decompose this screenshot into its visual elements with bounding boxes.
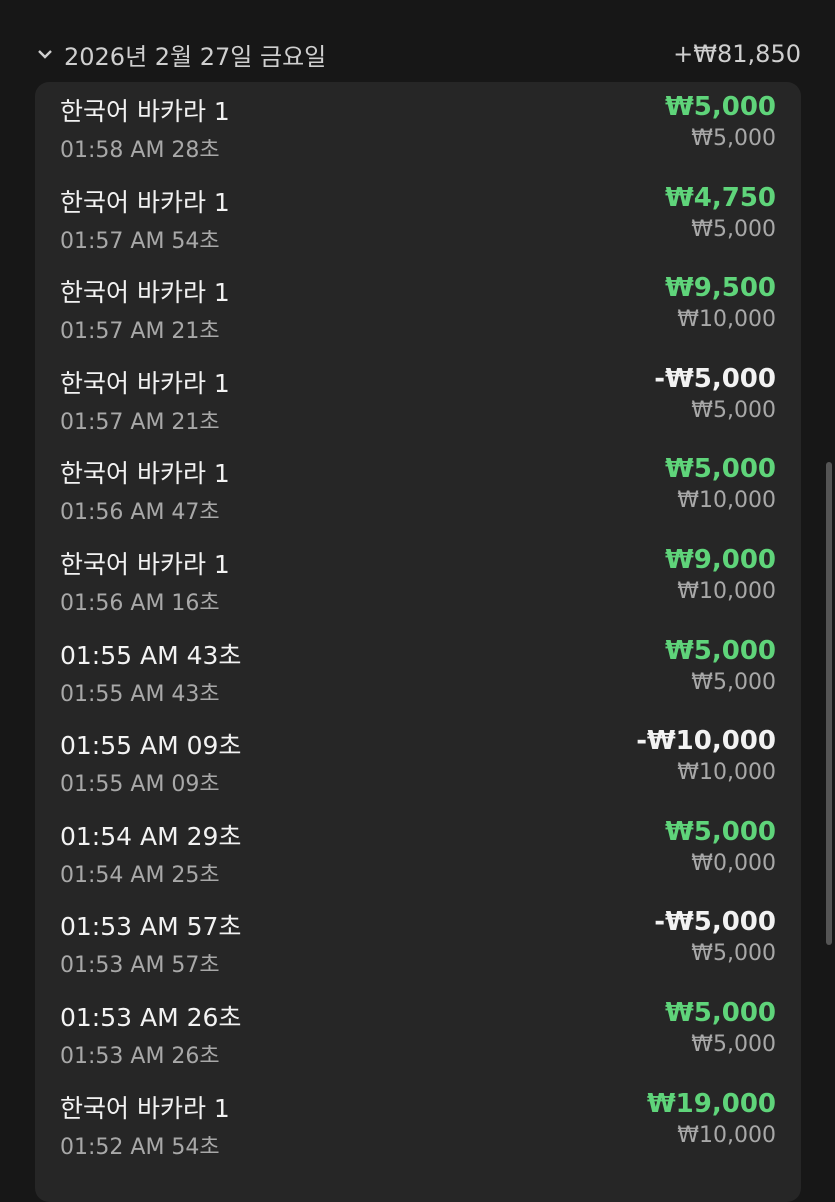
bet-amount: ₩10,000 — [677, 1122, 776, 1148]
result-amount: ₩5,000 — [665, 997, 776, 1028]
timestamp: 01:52 AM 54초 — [60, 1134, 220, 1160]
group-total: +₩81,850 — [673, 40, 801, 68]
transaction-row[interactable]: 한국어 바카라 1 01:57 AM 54초 ₩4,750 ₩5,000 — [35, 173, 801, 264]
bet-amount: ₩5,000 — [691, 1031, 776, 1057]
bet-amount: ₩5,000 — [691, 397, 776, 423]
chevron-down-icon[interactable] — [36, 45, 54, 63]
transaction-row[interactable]: 01:53 AM 26초 01:53 AM 26초 ₩5,000 ₩5,000 — [35, 988, 801, 1079]
timestamp: 01:57 AM 21초 — [60, 409, 220, 435]
bet-amount: ₩5,000 — [691, 669, 776, 695]
timestamp: 01:56 AM 16초 — [60, 590, 220, 616]
transaction-row[interactable]: 01:55 AM 43초 01:55 AM 43초 ₩5,000 ₩5,000 — [35, 626, 801, 717]
result-amount: ₩19,000 — [646, 1088, 776, 1119]
bet-amount: ₩0,000 — [691, 850, 776, 876]
transaction-list: 한국어 바카라 1 01:58 AM 28초 ₩5,000 ₩5,000 한국어 바카… — [35, 82, 801, 1202]
result-amount: ₩5,000 — [665, 816, 776, 847]
bet-amount: ₩5,000 — [691, 126, 776, 151]
game-title: 01:53 AM 57초 — [60, 912, 242, 942]
date-group-header[interactable]: 2026년 2월 27일 금요일 +₩81,850 — [36, 36, 801, 72]
transaction-row[interactable]: 한국어 바카라 1 01:57 AM 21초 ₩9,500 ₩10,000 — [35, 263, 801, 354]
transaction-row[interactable]: 한국어 바카라 1 01:52 AM 54초 ₩19,000 ₩10,000 — [35, 1079, 801, 1170]
bet-amount: ₩5,000 — [691, 216, 776, 242]
timestamp: 01:53 AM 57초 — [60, 953, 220, 979]
result-amount: -₩5,000 — [654, 363, 776, 394]
timestamp: 01:53 AM 26초 — [60, 1043, 220, 1069]
bet-amount: ₩5,000 — [691, 941, 776, 967]
result-amount: ₩5,000 — [665, 454, 776, 485]
game-title: 01:53 AM 26초 — [60, 1002, 242, 1032]
bet-amount: ₩10,000 — [677, 307, 776, 333]
game-title: 한국어 바카라 1 — [60, 97, 230, 126]
game-title: 한국어 바카라 1 — [60, 549, 230, 579]
result-amount: ₩9,500 — [665, 273, 776, 304]
timestamp: 01:58 AM 28초 — [60, 138, 220, 163]
transaction-row[interactable]: 한국어 바카라 1 01:56 AM 16초 ₩9,000 ₩10,000 — [35, 535, 801, 626]
game-title: 한국어 바카라 1 — [60, 1093, 230, 1123]
group-date: 2026년 2월 27일 금요일 — [64, 42, 327, 71]
result-amount: ₩5,000 — [665, 92, 776, 122]
transaction-row[interactable]: 한국어 바카라 1 01:58 AM 28초 ₩5,000 ₩5,000 — [35, 82, 801, 173]
timestamp: 01:55 AM 09초 — [60, 772, 220, 798]
result-amount: -₩5,000 — [654, 907, 776, 938]
bet-amount: ₩10,000 — [677, 760, 776, 786]
result-amount: ₩4,750 — [665, 182, 776, 213]
timestamp: 01:55 AM 43초 — [60, 681, 220, 707]
game-title: 01:55 AM 09초 — [60, 731, 242, 761]
timestamp: 01:57 AM 21초 — [60, 319, 220, 345]
game-title: 한국어 바카라 1 — [60, 368, 230, 398]
transaction-row[interactable]: 한국어 바카라 1 01:56 AM 47초 ₩5,000 ₩10,000 — [35, 444, 801, 535]
transaction-row[interactable]: 01:55 AM 09초 01:55 AM 09초 -₩10,000 ₩10,000 — [35, 716, 801, 807]
scrollbar[interactable] — [826, 462, 832, 945]
transaction-row[interactable]: 01:54 AM 29초 01:54 AM 25초 ₩5,000 ₩0,000 — [35, 807, 801, 898]
transaction-row[interactable]: 01:53 AM 57초 01:53 AM 57초 -₩5,000 ₩5,000 — [35, 897, 801, 988]
result-amount: -₩10,000 — [636, 726, 776, 757]
game-title: 한국어 바카라 1 — [60, 459, 230, 489]
timestamp: 01:54 AM 25초 — [60, 862, 220, 888]
result-amount: ₩5,000 — [665, 635, 776, 666]
bet-amount: ₩10,000 — [677, 578, 776, 604]
game-title: 한국어 바카라 1 — [60, 278, 230, 308]
result-amount: ₩9,000 — [665, 544, 776, 575]
game-title: 한국어 바카라 1 — [60, 187, 230, 217]
game-title: 01:55 AM 43초 — [60, 640, 242, 670]
timestamp: 01:57 AM 54초 — [60, 228, 220, 254]
game-title: 01:54 AM 29초 — [60, 821, 242, 851]
bet-amount: ₩10,000 — [677, 488, 776, 514]
timestamp: 01:56 AM 47초 — [60, 500, 220, 526]
transaction-row[interactable]: 한국어 바카라 1 01:57 AM 21초 -₩5,000 ₩5,000 — [35, 354, 801, 445]
